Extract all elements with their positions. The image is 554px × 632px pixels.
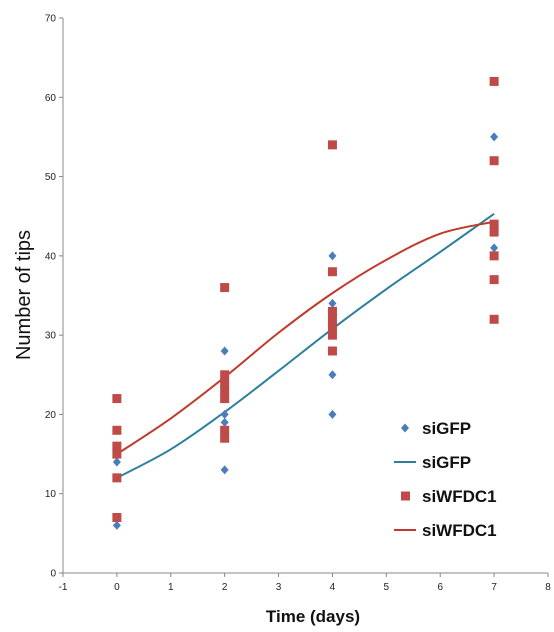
y-tick-label: 50 xyxy=(45,172,57,183)
point-sigfp xyxy=(220,465,229,475)
curve-sigfp xyxy=(116,213,495,479)
legend-marker-sigfp xyxy=(401,423,409,433)
point-sigfp xyxy=(328,409,337,419)
x-tick-label: -1 xyxy=(59,582,68,593)
point-sigfp xyxy=(328,370,337,380)
point-siwfdc1 xyxy=(489,251,499,261)
point-sigfp xyxy=(490,243,499,253)
point-siwfdc1 xyxy=(220,394,230,404)
point-siwfdc1 xyxy=(220,283,230,293)
point-siwfdc1 xyxy=(327,306,337,316)
x-axis-title: Time (days) xyxy=(266,607,360,626)
point-siwfdc1 xyxy=(489,275,499,285)
point-sigfp xyxy=(328,298,337,308)
point-sigfp xyxy=(490,132,499,142)
point-siwfdc1 xyxy=(489,227,499,237)
point-sigfp xyxy=(220,417,229,427)
point-siwfdc1 xyxy=(220,386,230,396)
point-siwfdc1 xyxy=(327,330,337,340)
legend-label-siwfdc1: siWFDC1 xyxy=(422,487,497,506)
x-tick-label: 7 xyxy=(491,582,497,593)
y-tick-label: 20 xyxy=(45,410,57,421)
point-siwfdc1 xyxy=(327,346,337,356)
y-axis-title: Number of tips xyxy=(13,230,35,360)
point-sigfp xyxy=(112,520,121,530)
point-siwfdc1 xyxy=(489,314,499,324)
y-tick-label: 70 xyxy=(45,14,57,25)
legend: siGFP siGFP siWFDC1 siWFDC1 xyxy=(394,419,497,540)
x-tick-label: 0 xyxy=(114,582,120,593)
legend-label-siwfdc1: siWFDC1 xyxy=(422,521,497,540)
point-siwfdc1 xyxy=(220,433,230,443)
y-tick-label: 0 xyxy=(50,569,56,580)
point-siwfdc1 xyxy=(327,140,337,150)
point-siwfdc1 xyxy=(112,425,122,435)
point-siwfdc1 xyxy=(489,156,499,166)
point-siwfdc1 xyxy=(112,441,122,451)
x-tick-label: 8 xyxy=(545,582,551,593)
curves xyxy=(116,213,495,479)
legend-label-sigfp: siGFP xyxy=(422,419,471,438)
point-siwfdc1 xyxy=(220,425,230,435)
x-tick-label: 2 xyxy=(222,582,228,593)
y-tick-label: 40 xyxy=(45,251,57,262)
point-siwfdc1 xyxy=(327,322,337,332)
point-sigfp xyxy=(220,409,229,419)
point-siwfdc1 xyxy=(489,76,499,86)
point-siwfdc1 xyxy=(489,219,499,229)
y-tick-label: 30 xyxy=(45,331,57,342)
legend-label-sigfp: siGFP xyxy=(422,453,471,472)
point-siwfdc1 xyxy=(327,267,337,277)
point-siwfdc1 xyxy=(220,370,230,380)
point-siwfdc1 xyxy=(327,314,337,324)
point-sigfp xyxy=(112,457,121,467)
y-tick-label: 60 xyxy=(45,93,57,104)
x-tick-label: 6 xyxy=(437,582,443,593)
point-siwfdc1 xyxy=(112,449,122,459)
point-siwfdc1 xyxy=(112,513,122,522)
point-sigfp xyxy=(220,346,229,356)
legend-marker-siwfdc1 xyxy=(401,491,410,501)
x-tick-label: 5 xyxy=(384,582,390,593)
point-sigfp xyxy=(328,251,337,261)
curve-siwfdc1 xyxy=(116,220,495,455)
point-siwfdc1 xyxy=(112,394,122,404)
x-tick-label: 4 xyxy=(330,582,336,593)
points xyxy=(112,76,499,530)
point-siwfdc1 xyxy=(112,473,122,483)
x-tick-label: 1 xyxy=(168,582,174,593)
y-tick-label: 10 xyxy=(45,489,57,500)
x-tick-label: 3 xyxy=(276,582,282,593)
point-siwfdc1 xyxy=(220,378,230,388)
